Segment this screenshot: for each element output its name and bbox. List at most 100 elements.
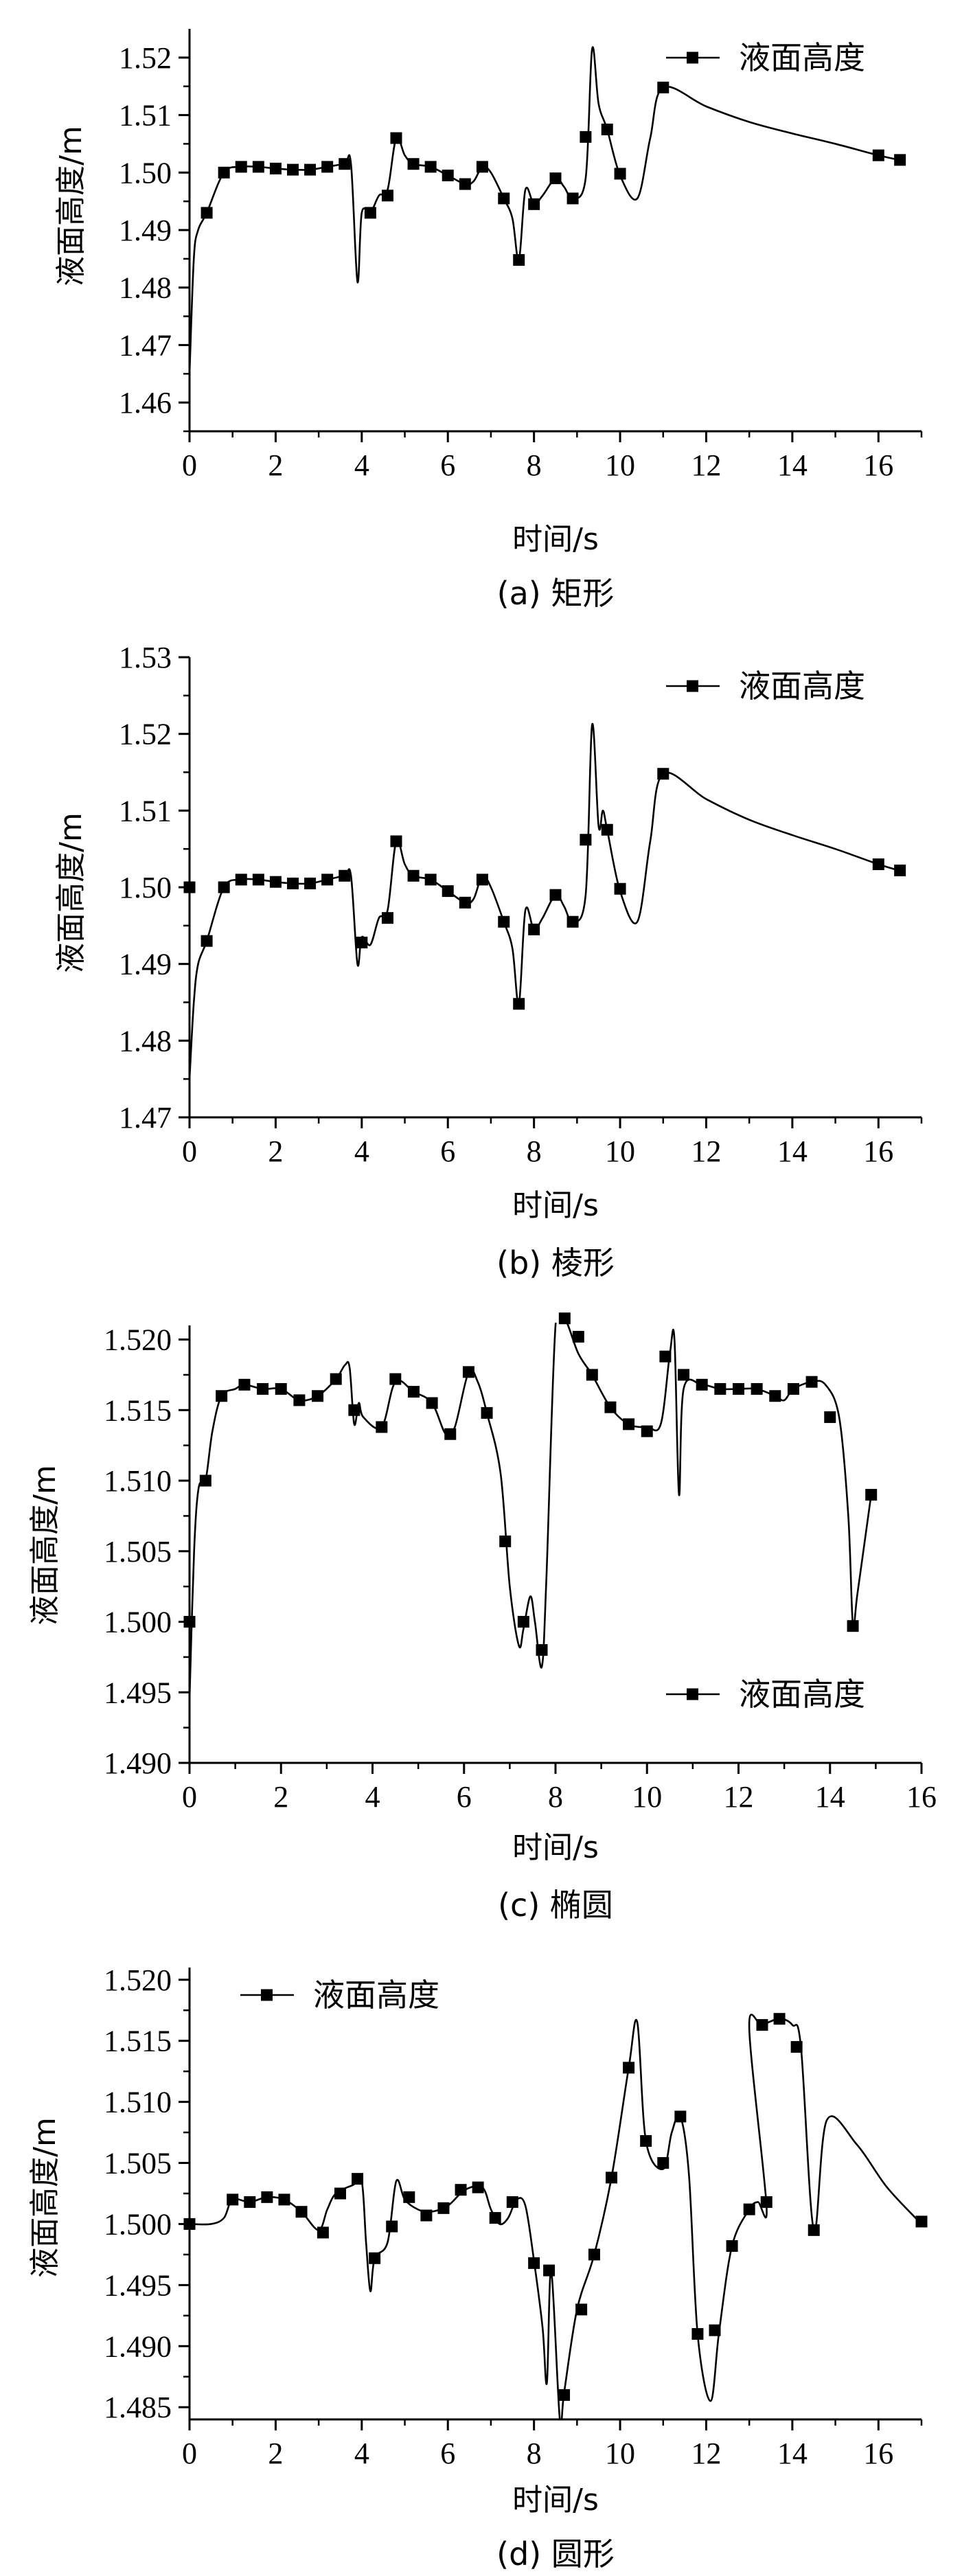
y-tick-label: 1.515 xyxy=(104,1393,172,1427)
data-point xyxy=(386,2220,398,2233)
data-point xyxy=(390,835,402,847)
x-tick-label: 4 xyxy=(354,1135,369,1168)
data-point xyxy=(381,190,393,202)
legend: 液面高度 xyxy=(666,668,865,705)
data-point xyxy=(580,834,592,846)
x-tick-label: 4 xyxy=(365,1780,380,1814)
data-point xyxy=(674,2110,687,2123)
data-point xyxy=(536,1644,548,1656)
data-point xyxy=(498,192,510,205)
x-tick-label: 8 xyxy=(527,1135,542,1168)
data-point xyxy=(424,874,437,886)
data-point xyxy=(808,2224,820,2236)
data-point xyxy=(756,2019,768,2031)
data-point xyxy=(528,198,540,210)
y-tick-label: 1.46 xyxy=(119,386,172,420)
x-tick-label: 10 xyxy=(605,448,635,482)
x-tick-label: 12 xyxy=(724,1780,754,1814)
data-point xyxy=(369,2252,381,2264)
x-axis-title: 时间/s xyxy=(512,1830,599,1865)
data-point xyxy=(678,1369,690,1381)
data-point xyxy=(586,1369,598,1381)
data-point xyxy=(572,1330,584,1343)
y-tick-label: 1.49 xyxy=(119,948,172,981)
x-tick-label: 16 xyxy=(863,1135,893,1168)
x-tick-label: 2 xyxy=(268,448,283,482)
data-point xyxy=(601,124,613,135)
data-point xyxy=(606,2172,618,2184)
data-point xyxy=(691,2328,704,2340)
x-tick-label: 10 xyxy=(605,1135,635,1168)
y-tick-label: 1.47 xyxy=(119,328,172,362)
legend-label: 液面高度 xyxy=(739,668,865,705)
x-tick-label: 12 xyxy=(691,1135,721,1168)
data-point xyxy=(334,2187,346,2200)
data-point xyxy=(733,1382,744,1395)
data-point xyxy=(352,2173,364,2185)
data-point xyxy=(506,2196,518,2208)
legend-marker xyxy=(261,1989,273,2001)
data-point xyxy=(356,936,368,948)
data-point xyxy=(252,161,264,173)
data-point xyxy=(312,1390,324,1402)
data-point xyxy=(252,874,264,886)
data-point xyxy=(330,1373,342,1385)
chart-panel-3: 0 2 4 6 8 10 12 14 16 1.485 1.490 1.495 1.500 1.505 1.… xyxy=(27,1963,928,2573)
data-point xyxy=(407,1386,420,1398)
x-tick-label: 16 xyxy=(863,2437,893,2470)
data-point xyxy=(321,874,334,886)
data-point xyxy=(657,768,669,780)
y-tick-label: 1.505 xyxy=(104,1535,172,1569)
data-point xyxy=(304,877,317,889)
y-tick-label: 1.51 xyxy=(119,794,172,828)
data-point xyxy=(257,1382,269,1395)
data-point xyxy=(286,877,299,889)
data-point xyxy=(588,2248,600,2261)
chart-caption: (c) 椭圆 xyxy=(498,1887,613,1924)
data-point xyxy=(894,154,906,166)
data-point xyxy=(481,1406,493,1419)
data-point xyxy=(558,2389,571,2401)
y-tick-label: 1.52 xyxy=(119,718,172,751)
x-tick-label: 4 xyxy=(354,448,369,482)
data-point xyxy=(790,2041,803,2053)
data-point xyxy=(623,2062,635,2074)
x-tick-label: 12 xyxy=(691,2437,721,2470)
data-point xyxy=(558,1312,571,1325)
data-point xyxy=(659,1350,672,1363)
data-point xyxy=(709,2324,721,2336)
chart-caption: (b) 棱形 xyxy=(496,1244,615,1281)
x-axis-title: 时间/s xyxy=(512,522,599,557)
data-point xyxy=(407,158,420,170)
data-point xyxy=(293,1394,306,1406)
data-point xyxy=(824,1411,836,1424)
data-point xyxy=(462,1366,474,1378)
y-tick-label: 1.505 xyxy=(104,2147,172,2180)
data-point xyxy=(183,1616,196,1628)
y-axis-title: 液面高度/m xyxy=(27,2117,62,2278)
data-point xyxy=(566,192,579,205)
y-tick-label: 1.510 xyxy=(104,2086,172,2119)
data-point xyxy=(389,1373,402,1385)
data-point xyxy=(865,1489,878,1501)
x-tick-label: 10 xyxy=(605,2437,635,2470)
data-point xyxy=(286,163,299,176)
data-point xyxy=(321,161,334,173)
x-tick-label: 0 xyxy=(182,2437,197,2470)
data-point xyxy=(275,1382,287,1395)
data-point xyxy=(407,869,420,882)
legend-marker xyxy=(687,52,698,64)
data-point xyxy=(566,915,579,928)
y-tick-label: 1.490 xyxy=(104,2329,172,2363)
y-tick-label: 1.495 xyxy=(104,1676,172,1709)
data-point xyxy=(381,912,393,924)
y-axis-title: 液面高度/m xyxy=(54,812,89,973)
chart-caption: (a) 矩形 xyxy=(497,575,615,612)
x-tick-label: 14 xyxy=(815,1780,845,1814)
series-line xyxy=(190,46,905,374)
data-point xyxy=(201,935,213,947)
data-point xyxy=(403,2191,415,2203)
data-point xyxy=(787,1382,799,1395)
